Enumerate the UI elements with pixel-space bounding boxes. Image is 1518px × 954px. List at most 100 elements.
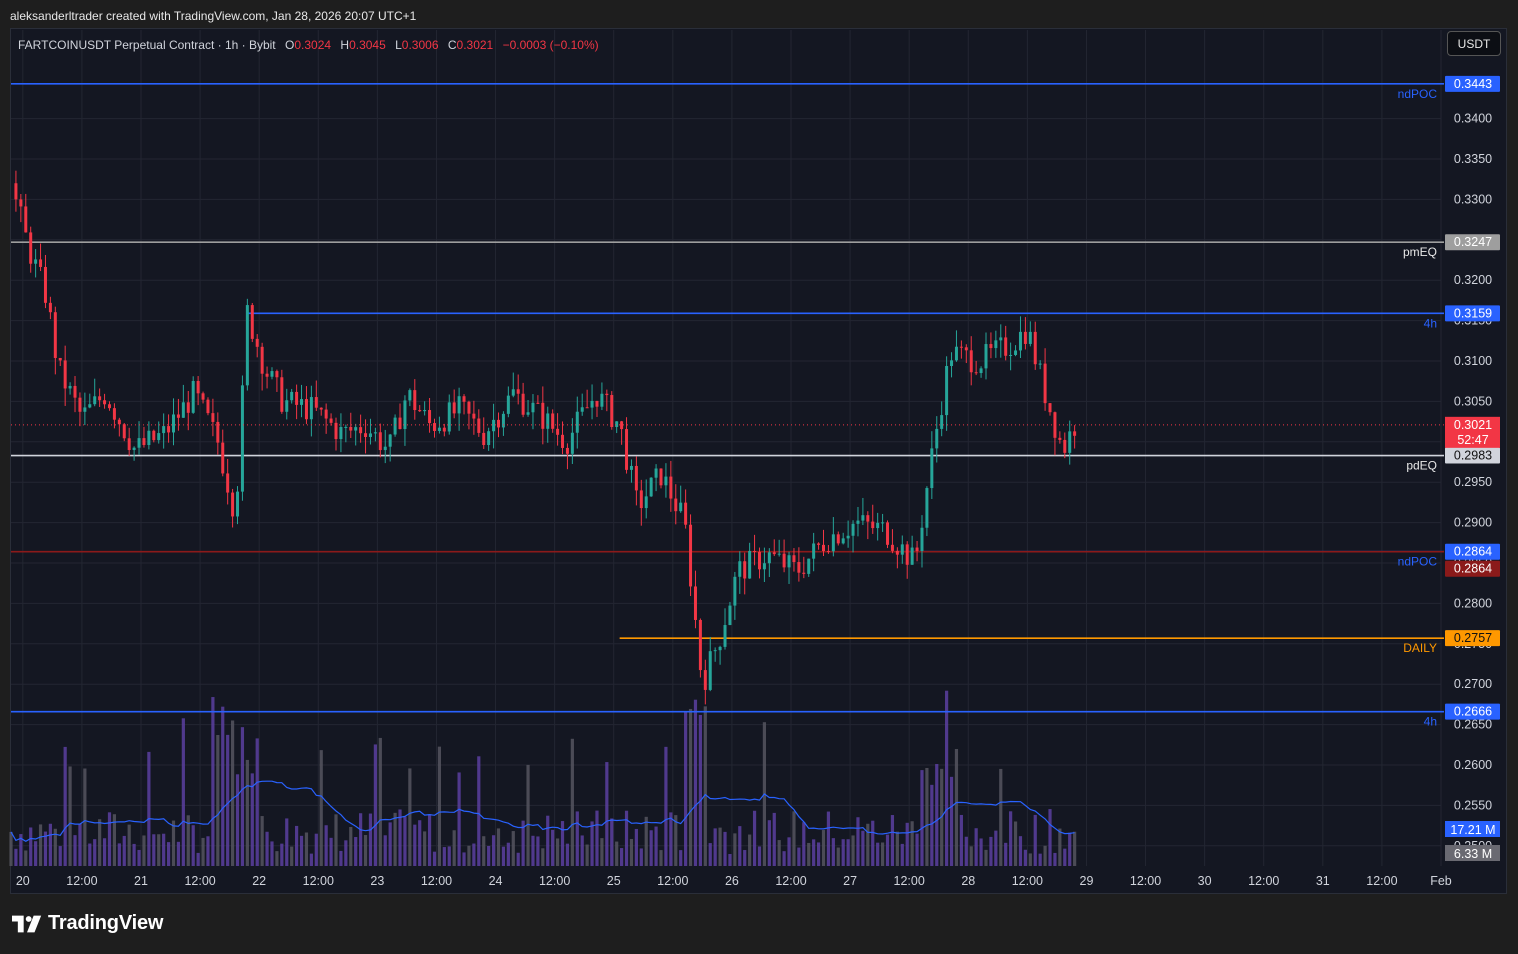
volume-bar xyxy=(1063,848,1067,866)
volume-bar xyxy=(531,835,535,866)
level-tag: ndPOC xyxy=(1398,87,1438,101)
volume-bar xyxy=(93,839,97,866)
candle-body xyxy=(43,266,47,303)
volume-bar xyxy=(191,825,195,866)
candle-body xyxy=(117,419,121,425)
volume-bar xyxy=(226,734,230,866)
volume-bar xyxy=(132,843,136,866)
candle-body xyxy=(300,399,304,405)
volume-bar xyxy=(836,847,840,866)
candle-body xyxy=(142,438,146,445)
candle-body xyxy=(812,543,816,559)
tradingview-logo-text: TradingView xyxy=(48,912,164,934)
volume-bar xyxy=(748,834,752,866)
candle-body xyxy=(452,402,456,414)
candle-body xyxy=(733,576,737,606)
volume-bar xyxy=(624,810,629,866)
candle-body xyxy=(521,393,525,415)
candle-body xyxy=(378,432,382,451)
volume-ma-badge xyxy=(1445,821,1500,837)
volume-bar xyxy=(127,824,131,866)
x-tick-label: 28 xyxy=(961,874,975,888)
candle-body xyxy=(83,407,87,412)
candle-body xyxy=(836,534,840,544)
candle-body xyxy=(162,426,166,434)
volume-bar xyxy=(186,815,190,866)
volume-bar xyxy=(73,835,77,866)
candle-body xyxy=(890,544,894,551)
volume-bar xyxy=(107,812,112,866)
candle-body xyxy=(950,360,954,366)
volume-bar xyxy=(861,830,865,866)
volume-bar xyxy=(378,737,382,866)
level-price-label: 0.2864 xyxy=(1454,562,1492,576)
volume-bar xyxy=(83,768,87,866)
volume-bar xyxy=(457,772,461,866)
low-value: 0.3006 xyxy=(401,38,439,52)
volume-bar xyxy=(880,842,885,866)
candle-body xyxy=(600,393,604,407)
candle-body xyxy=(718,646,722,651)
candle-body xyxy=(73,385,77,398)
volume-bar xyxy=(905,822,909,866)
level-price-label: 0.3159 xyxy=(1454,306,1492,320)
candle-body xyxy=(831,534,835,552)
candle-body xyxy=(846,535,850,539)
level-price-label: 0.2757 xyxy=(1454,631,1492,645)
tradingview-logo[interactable]: TradingView xyxy=(12,912,163,935)
candle-body xyxy=(1023,331,1027,344)
candle-body xyxy=(999,337,1003,341)
candle-body xyxy=(368,433,372,437)
x-tick-label: 24 xyxy=(489,874,503,888)
level-price-label: 0.2666 xyxy=(1454,705,1492,719)
volume-bar xyxy=(989,836,993,866)
volume-bar xyxy=(423,831,427,866)
x-tick-label: 21 xyxy=(134,874,148,888)
volume-bar xyxy=(949,776,954,866)
candle-body xyxy=(807,558,811,574)
candle-body xyxy=(1018,331,1022,351)
volume-bar xyxy=(359,813,363,866)
y-tick-label: 0.2900 xyxy=(1454,516,1492,530)
volume-bar xyxy=(48,823,52,866)
candle-body xyxy=(969,350,973,373)
candle-body xyxy=(226,473,230,493)
volume-bar xyxy=(580,835,584,866)
x-tick-label: Feb xyxy=(1430,874,1452,888)
x-tick-label: 12:00 xyxy=(421,874,452,888)
volume-bar xyxy=(122,835,126,866)
candle-body xyxy=(713,650,717,652)
volume-bar xyxy=(964,836,968,866)
volume-bar xyxy=(142,835,146,866)
candle-body xyxy=(817,543,821,545)
candle-body xyxy=(221,442,225,474)
candle-body xyxy=(1063,439,1067,453)
y-tick-label: 0.2800 xyxy=(1454,596,1492,610)
close-value: 0.3021 xyxy=(456,38,494,52)
candle-body xyxy=(654,468,658,478)
volume-bar xyxy=(88,843,92,866)
volume-bar xyxy=(166,842,171,866)
candle-body xyxy=(152,430,156,441)
volume-bar xyxy=(945,690,949,866)
x-tick-label: 23 xyxy=(370,874,384,888)
candle-body xyxy=(383,446,387,451)
x-tick-label: 12:00 xyxy=(657,874,688,888)
volume-bar xyxy=(664,746,668,866)
volume-bar xyxy=(319,750,323,866)
volume-badge xyxy=(1445,845,1500,861)
volume-bar xyxy=(413,824,417,866)
volume-bar xyxy=(295,825,299,866)
volume-bar xyxy=(162,833,166,866)
candle-body xyxy=(728,605,732,626)
x-tick-label: 29 xyxy=(1080,874,1094,888)
candle-body xyxy=(674,498,678,512)
currency-button[interactable]: USDT xyxy=(1447,31,1501,56)
volume-bar xyxy=(629,838,634,866)
volume-bar xyxy=(157,834,161,866)
candle-body xyxy=(930,448,934,489)
volume-bar xyxy=(477,756,481,866)
volume-bar xyxy=(1009,811,1013,866)
candle-body xyxy=(703,670,707,690)
